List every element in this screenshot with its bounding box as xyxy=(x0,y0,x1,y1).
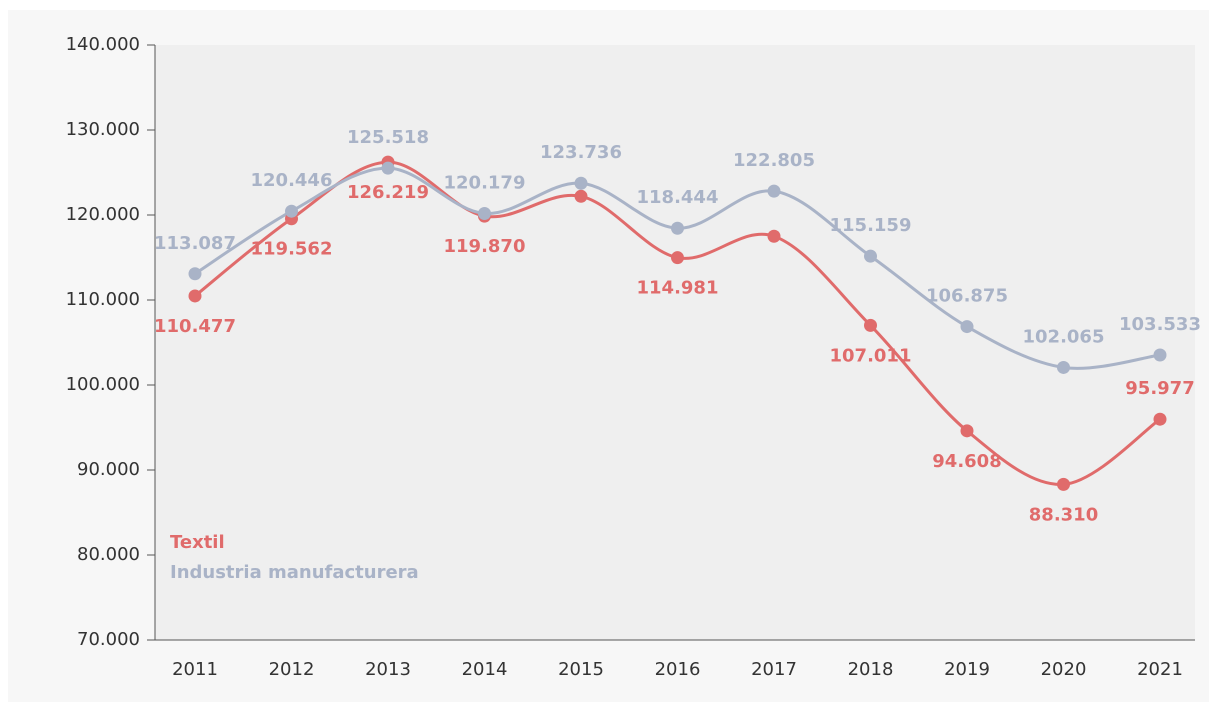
data-label: 88.310 xyxy=(1029,504,1098,525)
data-label: 110.477 xyxy=(154,316,236,337)
data-label: 123.736 xyxy=(540,142,622,163)
y-tick-label: 140.000 xyxy=(66,34,140,55)
y-tick-label: 130.000 xyxy=(66,119,140,140)
data-label: 114.981 xyxy=(637,278,719,299)
legend-entry: Textil xyxy=(170,532,225,553)
x-tick-label: 2013 xyxy=(365,659,411,680)
data-label: 103.533 xyxy=(1119,314,1201,335)
data-label: 113.087 xyxy=(154,233,236,254)
point xyxy=(767,229,781,243)
point xyxy=(188,267,202,281)
data-label: 115.159 xyxy=(830,215,912,236)
x-tick-label: 2015 xyxy=(558,659,604,680)
x-tick-label: 2014 xyxy=(462,659,508,680)
x-tick-label: 2020 xyxy=(1041,659,1087,680)
data-label: 126.219 xyxy=(347,182,429,203)
point xyxy=(1153,412,1167,426)
point xyxy=(864,318,877,332)
point xyxy=(671,221,684,235)
point xyxy=(574,176,588,190)
point xyxy=(767,184,781,198)
x-tick-label: 2021 xyxy=(1137,659,1183,680)
point xyxy=(1057,360,1070,374)
x-tick-label: 2019 xyxy=(944,659,990,680)
point xyxy=(381,161,395,175)
data-label: 122.805 xyxy=(733,150,815,171)
data-label: 120.179 xyxy=(444,172,526,193)
legend-entry: Industria manufacturera xyxy=(170,562,419,583)
point xyxy=(864,249,877,263)
y-tick-label: 70.000 xyxy=(77,629,140,650)
point xyxy=(960,424,974,438)
x-tick-label: 2017 xyxy=(751,659,797,680)
point xyxy=(1153,348,1167,362)
data-label: 95.977 xyxy=(1125,378,1194,399)
y-tick-label: 90.000 xyxy=(77,459,140,480)
data-label: 107.011 xyxy=(830,345,912,366)
x-tick-label: 2011 xyxy=(172,659,218,680)
x-tick-label: 2018 xyxy=(848,659,894,680)
point xyxy=(478,206,491,220)
data-label: 94.608 xyxy=(932,451,1001,472)
data-label: 106.875 xyxy=(926,286,1008,307)
x-tick-label: 2012 xyxy=(269,659,315,680)
plot-area xyxy=(155,45,1195,640)
data-label: 118.444 xyxy=(637,187,719,208)
point xyxy=(1057,477,1070,491)
data-label: 125.518 xyxy=(347,127,429,148)
data-label: 119.870 xyxy=(444,236,526,257)
point xyxy=(285,204,298,218)
point xyxy=(671,251,684,265)
y-tick-label: 120.000 xyxy=(66,204,140,225)
data-label: 120.446 xyxy=(251,170,333,191)
y-tick-label: 110.000 xyxy=(66,289,140,310)
point xyxy=(960,320,974,334)
x-tick-label: 2016 xyxy=(655,659,701,680)
data-label: 102.065 xyxy=(1023,326,1105,347)
point xyxy=(574,189,588,203)
data-label: 119.562 xyxy=(251,239,333,260)
y-tick-label: 80.000 xyxy=(77,544,140,565)
point xyxy=(188,289,202,303)
y-tick-label: 100.000 xyxy=(66,374,140,395)
